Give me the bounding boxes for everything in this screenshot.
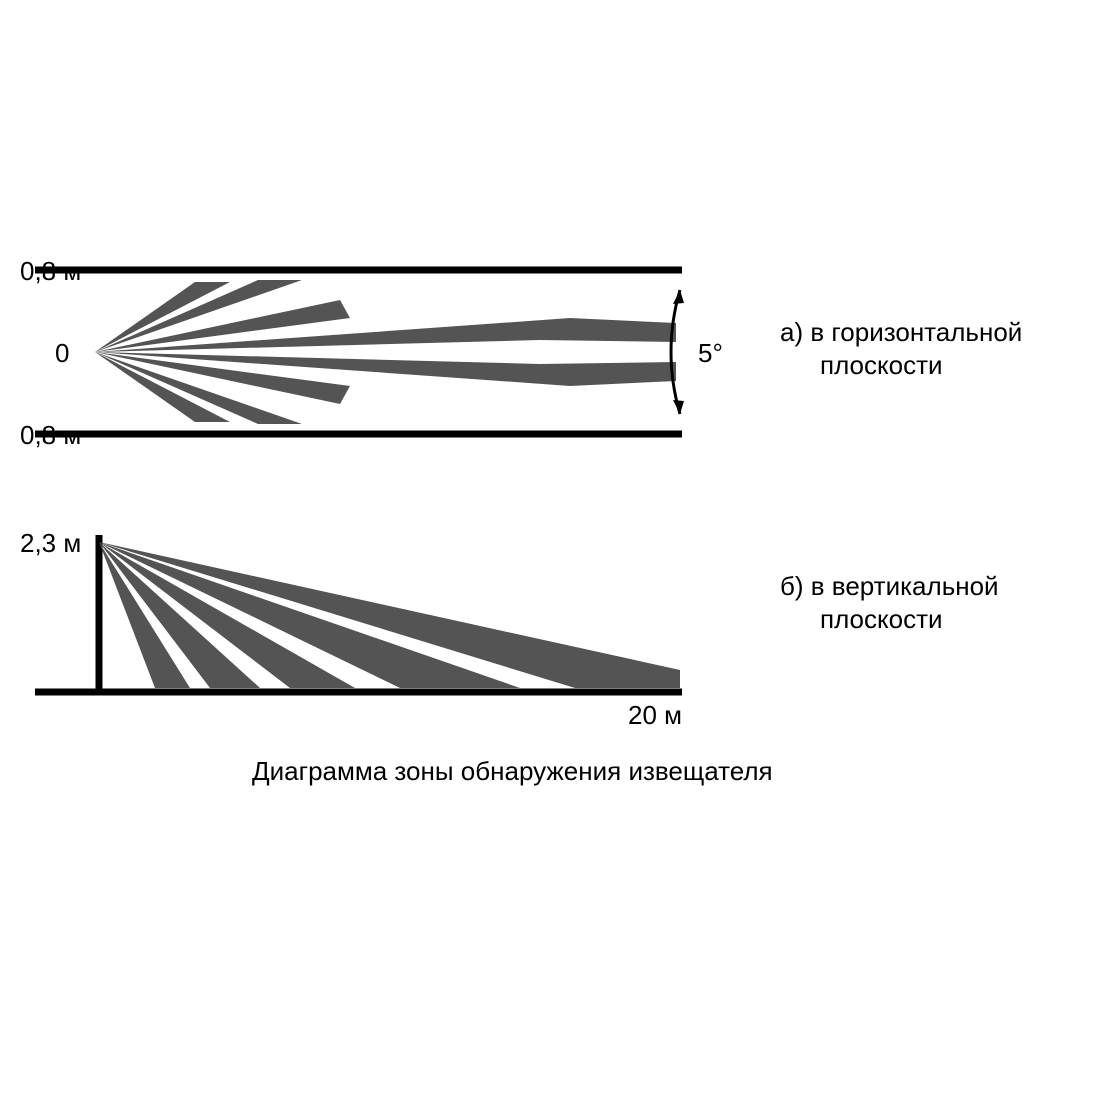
h-top-label: 0,8 м <box>20 256 81 287</box>
h-angle-label: 5° <box>698 338 723 369</box>
v-caption: б) в вертикальнойплоскости <box>780 570 999 635</box>
h-zero-label: 0 <box>55 338 69 369</box>
h-bottom-label: 0,8 м <box>20 420 81 451</box>
v-distance-label: 20 м <box>628 700 682 731</box>
detection-zone-diagram <box>0 0 1097 1097</box>
h-caption: а) в горизонтальнойплоскости <box>780 316 1022 381</box>
v-height-label: 2,3 м <box>20 528 81 559</box>
diagram-title: Диаграмма зоны обнаружения извещателя <box>252 756 773 787</box>
